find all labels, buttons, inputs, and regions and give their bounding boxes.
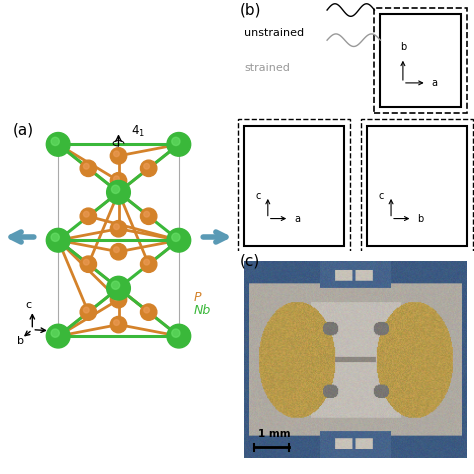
Circle shape [46,228,70,252]
Circle shape [110,244,127,260]
Circle shape [144,307,149,313]
Circle shape [114,224,119,229]
Text: c: c [255,191,261,201]
Circle shape [107,276,130,300]
Text: a: a [294,214,300,224]
Circle shape [83,211,89,217]
Text: c: c [379,191,384,201]
Circle shape [167,324,191,348]
Text: b: b [400,42,406,52]
Circle shape [144,164,149,169]
Circle shape [172,137,180,146]
Circle shape [114,319,119,326]
Text: strained: strained [244,63,290,73]
Bar [374,8,467,113]
Circle shape [83,259,89,265]
Circle shape [167,228,191,252]
Circle shape [51,137,59,146]
Text: a: a [54,324,61,334]
Circle shape [110,292,127,308]
Circle shape [107,181,130,204]
Text: a: a [431,78,438,88]
Circle shape [110,220,127,237]
Text: 1 mm: 1 mm [258,429,291,439]
Text: $4_1$: $4_1$ [131,124,146,139]
Circle shape [140,208,157,225]
Circle shape [172,329,180,337]
Circle shape [144,259,149,265]
Circle shape [140,256,157,273]
Circle shape [80,208,97,225]
Bar [244,126,344,246]
Circle shape [80,160,97,176]
Text: P: P [194,291,201,304]
Circle shape [111,185,119,193]
Circle shape [114,295,119,301]
Text: unstrained: unstrained [244,27,304,37]
Text: b: b [17,336,24,346]
Circle shape [83,307,89,313]
Bar [238,119,349,253]
Text: (a): (a) [13,123,34,138]
Text: (c): (c) [239,254,260,268]
Text: c: c [25,300,31,310]
Bar [367,126,467,246]
Circle shape [46,133,70,156]
Text: (b): (b) [239,2,261,18]
Bar [361,119,473,253]
Bar [380,14,461,107]
Circle shape [167,133,191,156]
Circle shape [46,324,70,348]
Circle shape [110,173,127,189]
Circle shape [80,256,97,273]
Circle shape [172,233,180,241]
Circle shape [140,160,157,176]
Text: b: b [417,214,423,224]
Circle shape [140,304,157,320]
Circle shape [51,233,59,241]
Text: Nb: Nb [194,304,211,317]
Circle shape [110,317,127,333]
Circle shape [110,148,127,164]
Circle shape [111,281,119,289]
Circle shape [83,164,89,169]
Circle shape [114,247,119,253]
Circle shape [114,176,119,182]
Circle shape [80,304,97,320]
Circle shape [114,151,119,157]
Circle shape [144,211,149,217]
Circle shape [51,329,59,337]
